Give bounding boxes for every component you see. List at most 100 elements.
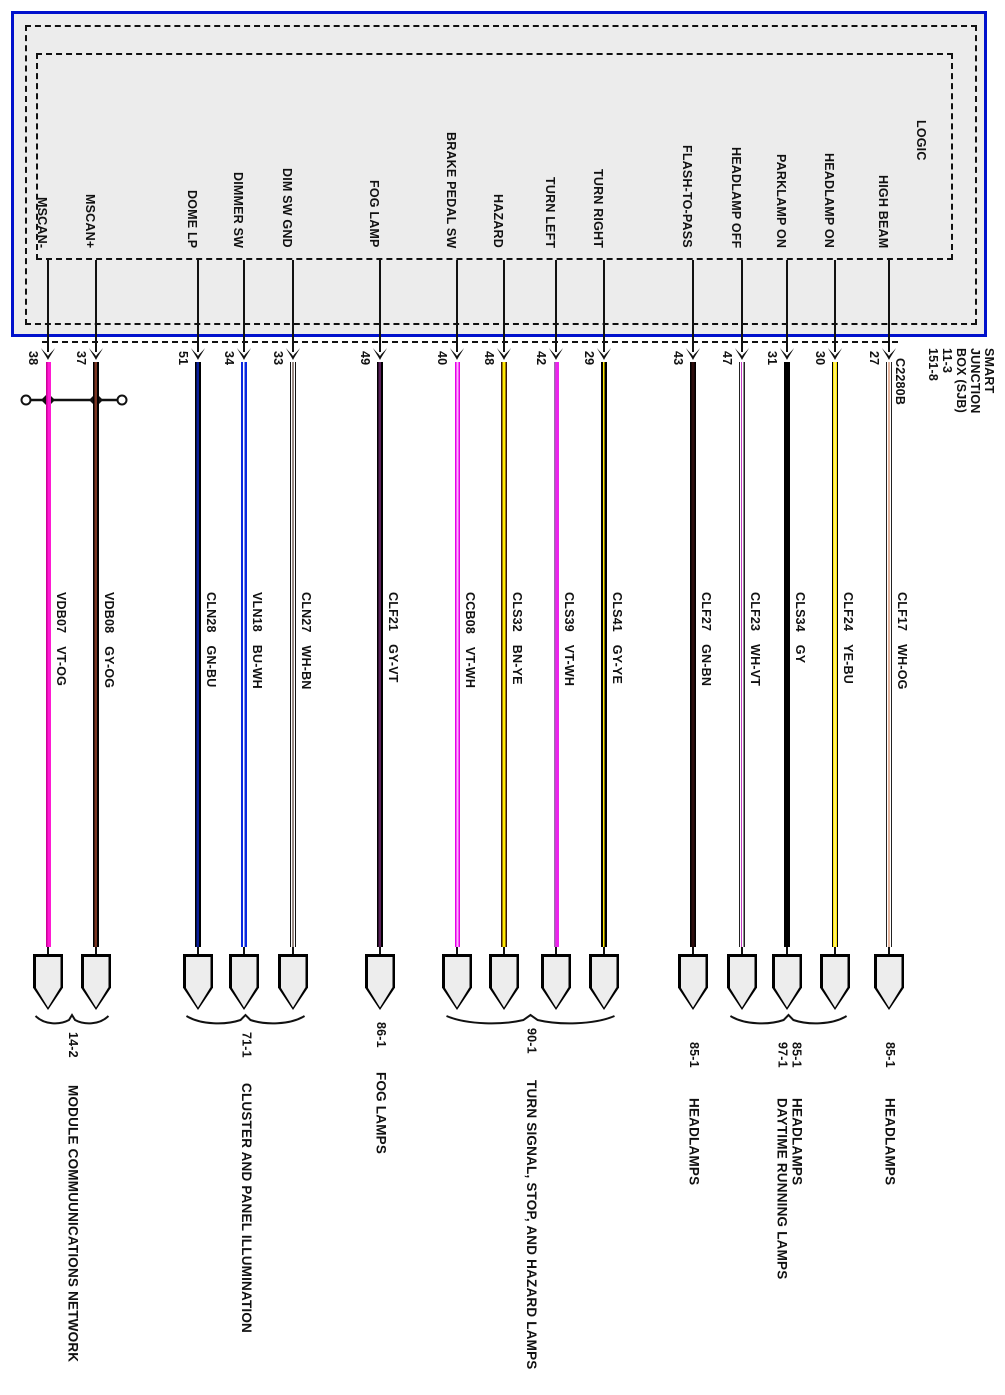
group-brace <box>184 1012 307 1028</box>
terminal-connector-body <box>231 956 257 1008</box>
pin-number-label: 27 <box>867 351 881 366</box>
wire-CLS34 <box>784 362 790 947</box>
group-description-label: HEADLAMPS <box>686 1098 702 1186</box>
connector-dashed-line <box>42 341 898 343</box>
signal-label: MSCAN- <box>35 196 49 248</box>
wire-lead-bottom <box>834 947 836 956</box>
pin-connector-icon <box>190 347 206 361</box>
sjb-blue-frame <box>11 11 987 337</box>
pin-connector-icon <box>449 347 465 361</box>
signal-label: MSCAN+ <box>83 193 97 248</box>
pin-connector-icon <box>827 347 843 361</box>
circuit-label: CLF27 GN-BN <box>699 592 713 687</box>
pin-number-label: 49 <box>358 351 372 366</box>
signal-label: HEADLAMP OFF <box>729 146 743 248</box>
pin-connector-icon <box>548 347 564 361</box>
signal-label: BRAKE PEDAL SW <box>444 131 458 248</box>
circuit-label: CLS34 GY <box>793 592 807 664</box>
circuit-label: VDB07 VT-OG <box>54 592 68 687</box>
wire-lead <box>456 260 458 352</box>
group-id-label: 85-1 <box>687 1042 701 1068</box>
wire-lead <box>692 260 694 352</box>
group-description-label: HEADLAMPS <box>882 1098 898 1186</box>
terminal-connector-body <box>491 956 517 1008</box>
pin-number-label: 30 <box>813 351 827 366</box>
pin-number-label: 38 <box>26 351 40 366</box>
group-id-label: 85-1 97-1 <box>775 1042 804 1068</box>
pin-number-label: 31 <box>765 351 779 366</box>
pin-connector-icon <box>779 347 795 361</box>
signal-label: DOME LP <box>185 189 199 248</box>
terminal-connector-body <box>876 956 902 1008</box>
wire-CLN28 <box>195 362 201 947</box>
terminal-connector-body <box>35 956 61 1008</box>
wire-lead <box>741 260 743 352</box>
group-id-label: 71-1 <box>239 1032 254 1058</box>
wire-CLS41 <box>601 362 607 947</box>
wire-lead-bottom <box>786 947 788 956</box>
group-description-label: FOG LAMPS <box>373 1072 389 1155</box>
connector-c2280b-label: C2280B <box>893 358 907 406</box>
wire-CLS39 <box>553 362 559 947</box>
wire-CCB08 <box>454 362 460 947</box>
group-id-label: 86-1 <box>374 1022 388 1048</box>
wire-CLF17 <box>886 362 892 947</box>
circuit-label: VLN18 BU-WH <box>250 592 264 689</box>
group-description-label: HEADLAMPS DAYTIME RUNNING LAMPS <box>774 1098 805 1280</box>
wire-lead-bottom <box>456 947 458 956</box>
terminal-connector-body <box>591 956 617 1008</box>
logic-label: LOGIC <box>914 120 928 161</box>
group-brace <box>443 1012 618 1028</box>
pin-connector-icon <box>496 347 512 361</box>
signal-label: TURN RIGHT <box>591 168 605 248</box>
wire-lead <box>95 260 97 352</box>
wire-lead <box>888 260 890 352</box>
group-description-label: TURN SIGNAL, STOP, AND HAZARD LAMPS <box>524 1080 539 1370</box>
terminal-connector <box>81 954 111 1010</box>
wire-lead-bottom <box>555 947 557 956</box>
wire-VLN18 <box>241 362 247 947</box>
wire-lead-bottom <box>243 947 245 956</box>
group-description-label: CLUSTER AND PANEL ILLUMINATION <box>239 1083 254 1333</box>
pin-connector-icon <box>88 347 104 361</box>
circuit-label: CLN27 WH-BN <box>299 592 313 690</box>
circuit-label: CLN28 GN-BU <box>204 592 218 688</box>
wire-lead <box>503 260 505 352</box>
wire-CLF21 <box>377 362 383 947</box>
wire-lead-bottom <box>603 947 605 956</box>
terminal-connector-body <box>822 956 848 1008</box>
circuit-label: CLS32 BN-YE <box>510 592 524 685</box>
signal-label: DIMMER SW <box>231 171 245 248</box>
terminal-connector <box>678 954 708 1010</box>
circuit-label: CLF17 WH-OG <box>895 592 909 690</box>
circuit-label: VDB08 GY-OG <box>102 592 116 689</box>
wire-CLN27 <box>289 362 297 947</box>
pin-number-label: 37 <box>74 351 88 366</box>
signal-label: DIM SW GND <box>280 168 294 248</box>
wire-lead <box>786 260 788 352</box>
pin-connector-icon <box>40 347 56 361</box>
terminal-connector <box>33 954 63 1010</box>
signal-label: HEADLAMP ON <box>822 152 836 248</box>
circuit-label: CLS41 GY-YE <box>610 592 624 685</box>
pin-number-label: 48 <box>482 351 496 366</box>
sjb-logic-box <box>36 53 953 260</box>
pin-number-label: 51 <box>176 351 190 366</box>
wire-lead <box>47 260 49 352</box>
circuit-label: CCB08 VT-WH <box>463 592 477 689</box>
wire-lead <box>292 260 294 352</box>
wire-CLF27 <box>690 362 696 947</box>
pin-connector-icon <box>596 347 612 361</box>
wire-lead-bottom <box>503 947 505 956</box>
terminal-connector-body <box>543 956 569 1008</box>
wire-lead-bottom <box>379 947 381 956</box>
terminal-connector <box>772 954 802 1010</box>
group-brace <box>34 1012 110 1028</box>
wire-VDB07 <box>45 362 51 947</box>
circuit-label: CLF21 GY-VT <box>386 592 400 683</box>
pin-connector-icon <box>881 347 897 361</box>
circuit-label: CLF24 YE-BU <box>841 592 855 684</box>
wire-lead-bottom <box>95 947 97 956</box>
group-id-label: 85-1 <box>883 1042 897 1068</box>
